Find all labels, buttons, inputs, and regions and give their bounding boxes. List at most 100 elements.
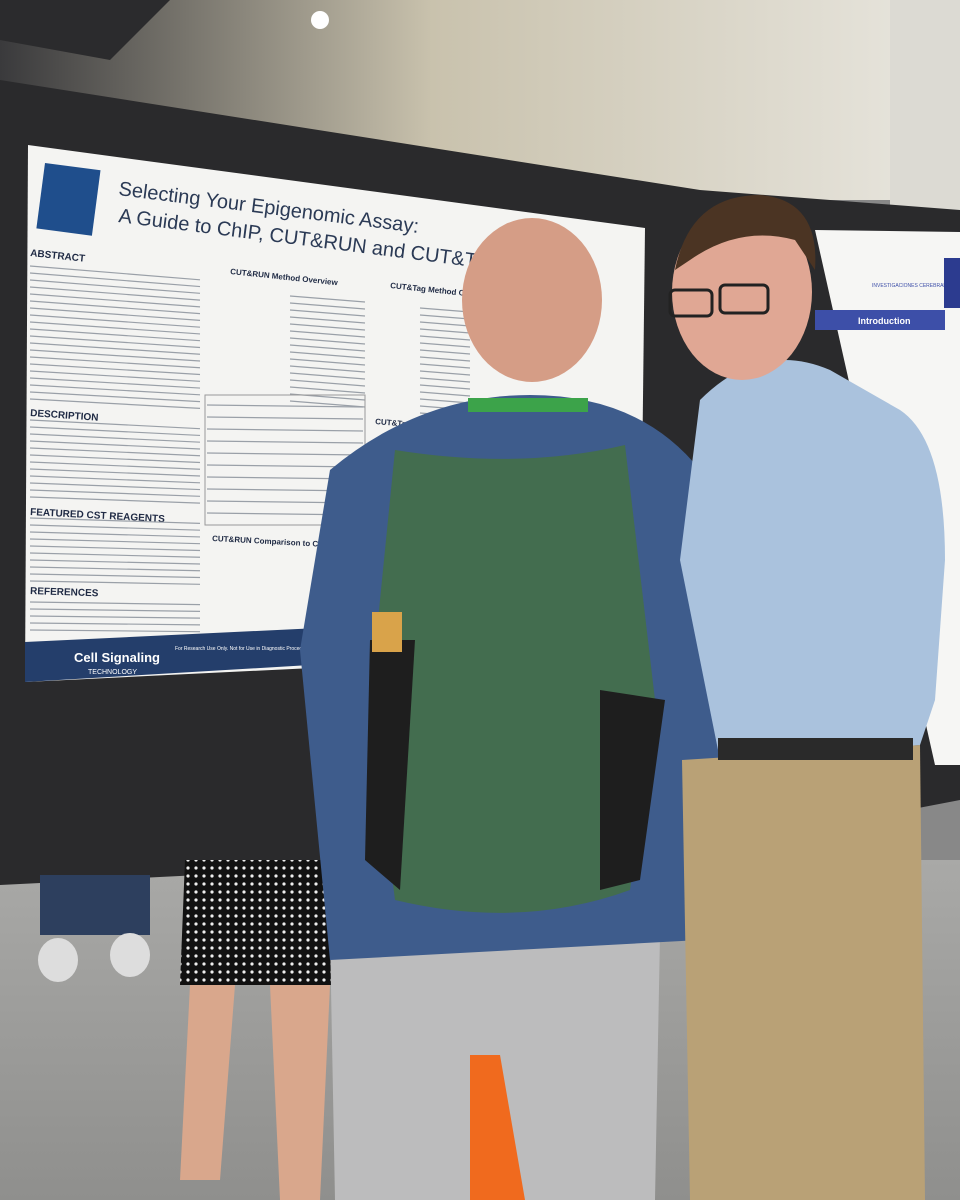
footer-text: For Research Use Only. Not for Use in Di… (175, 646, 312, 652)
text-line (29, 524, 201, 531)
text-line (419, 349, 471, 355)
text-line (289, 379, 366, 387)
ceiling-beam (0, 0, 170, 60)
text-line (29, 573, 201, 579)
text-line (29, 566, 201, 572)
text-line (29, 349, 201, 362)
text-line (29, 300, 201, 315)
text-line (289, 344, 366, 352)
shoe (110, 933, 150, 977)
logo-subtext: TECHNOLOGY (88, 669, 137, 676)
text-line (289, 372, 366, 380)
backpack-pocket (365, 640, 415, 890)
right-poster-org: INVESTIGACIONES CEREBRALES (872, 283, 954, 289)
backpack-pocket (600, 690, 665, 890)
text-line (29, 265, 201, 281)
text-line (29, 496, 201, 504)
logo-text: Cell Signaling (74, 650, 160, 665)
belt (718, 738, 913, 760)
glasses (718, 283, 770, 315)
text-line (29, 279, 201, 294)
backpack (370, 445, 655, 913)
right-poster-heading: Introduction (858, 316, 911, 326)
text-line (29, 356, 201, 369)
text-line (206, 404, 364, 408)
text-line (29, 468, 201, 477)
text-line (419, 342, 471, 348)
text-line (419, 377, 471, 383)
text-line (29, 538, 201, 545)
text-line (419, 370, 471, 376)
text-line (29, 601, 201, 606)
text-line (29, 559, 201, 565)
text-line (289, 337, 366, 345)
text-line (206, 416, 364, 420)
text-line (419, 328, 471, 334)
text-line (419, 314, 471, 320)
text-line (29, 580, 201, 585)
text-line (29, 307, 201, 321)
text-line (289, 295, 366, 303)
shirt (680, 360, 945, 760)
text-line (29, 433, 201, 443)
text-line (29, 461, 201, 470)
skirt (180, 860, 340, 985)
text-line (29, 377, 201, 389)
poster-footer (25, 626, 360, 682)
pillar (890, 0, 960, 210)
text-line (289, 302, 366, 310)
poster-logo-icon (36, 162, 101, 236)
text-line (29, 370, 201, 382)
text-line (29, 622, 201, 626)
text-line (29, 615, 201, 619)
text-line (289, 400, 366, 408)
text-line (29, 447, 201, 457)
text-line (29, 328, 201, 342)
text-line (289, 309, 366, 317)
leg (270, 985, 330, 1200)
text-line (206, 428, 364, 432)
text-line (29, 391, 201, 403)
text-line (29, 363, 201, 376)
text-line (206, 440, 364, 444)
text-line (29, 482, 201, 491)
section-heading: REFERENCES (30, 586, 99, 599)
ceiling-light (311, 11, 329, 29)
text-line (289, 351, 366, 359)
text-line (29, 398, 201, 409)
text-line (419, 356, 471, 362)
text-line (29, 629, 201, 633)
text-line (289, 316, 366, 324)
text-line (29, 419, 201, 430)
text-line (29, 454, 201, 464)
text-line (419, 384, 471, 390)
text-line (289, 358, 366, 366)
text-line (419, 363, 471, 369)
text-line (29, 314, 201, 328)
text-line (419, 335, 471, 341)
head (462, 218, 602, 382)
text-line (289, 365, 366, 373)
text-line (29, 552, 201, 558)
text-line (29, 335, 201, 349)
right-poster-logo (944, 258, 960, 308)
text-line (29, 272, 201, 288)
text-line (29, 531, 201, 538)
shoe (38, 938, 78, 982)
glasses (668, 288, 714, 318)
text-line (419, 321, 471, 327)
text-line (419, 398, 471, 404)
text-line (289, 323, 366, 331)
umbrella-handle (372, 612, 402, 652)
text-line (29, 293, 201, 308)
text-line (29, 475, 201, 484)
text-line (29, 545, 201, 552)
text-line (29, 517, 201, 524)
text-line (29, 489, 201, 497)
text-line (29, 440, 201, 450)
orange-bag (470, 1055, 525, 1200)
lanyard (468, 398, 588, 412)
